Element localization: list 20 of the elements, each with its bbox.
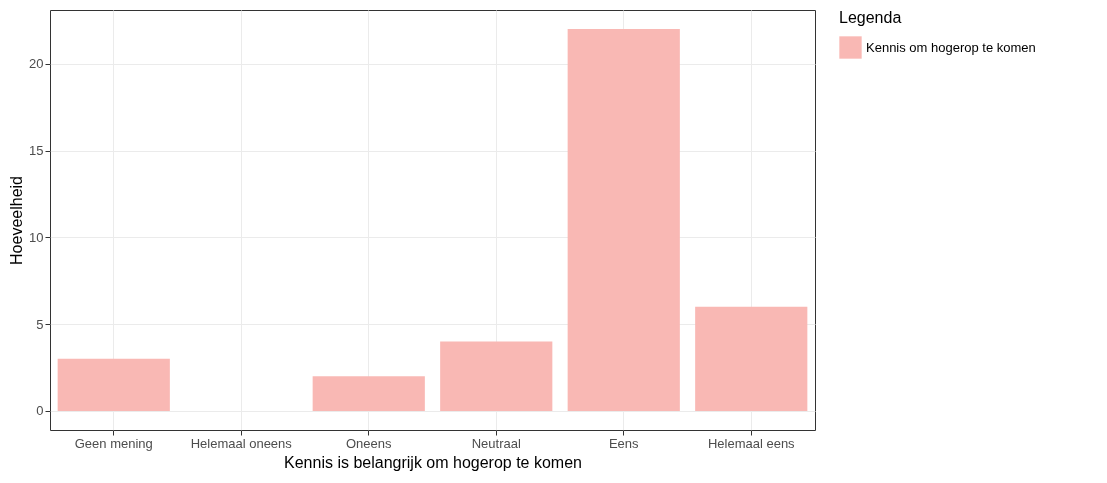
x-axis-title: Kennis is belangrijk om hogerop te komen: [284, 453, 582, 471]
x-tick-label: Eens: [608, 435, 640, 451]
x-tick-label: Oneens: [345, 435, 393, 451]
y-tick-label: 5: [36, 316, 44, 332]
y-tick-label: 15: [29, 143, 44, 159]
legend-label: Kennis om hogerop te komen: [866, 39, 1036, 55]
x-tick-label: Geen mening: [74, 435, 153, 451]
y-tick-label: 20: [29, 56, 44, 72]
y-axis-title: Hoeveelheid: [8, 176, 26, 265]
x-tick-label: Neutraal: [471, 435, 521, 451]
bar: [312, 376, 425, 411]
x-tick-label: Helemaal oneens: [190, 435, 293, 451]
y-tick-label: 0: [36, 403, 44, 419]
x-tick-label: Helemaal eens: [707, 435, 796, 451]
legend-title: Legenda: [839, 9, 902, 26]
bar: [695, 306, 808, 411]
y-tick-label: 10: [29, 229, 44, 245]
bar: [567, 29, 680, 411]
bar: [440, 341, 553, 411]
bar: [57, 358, 170, 411]
